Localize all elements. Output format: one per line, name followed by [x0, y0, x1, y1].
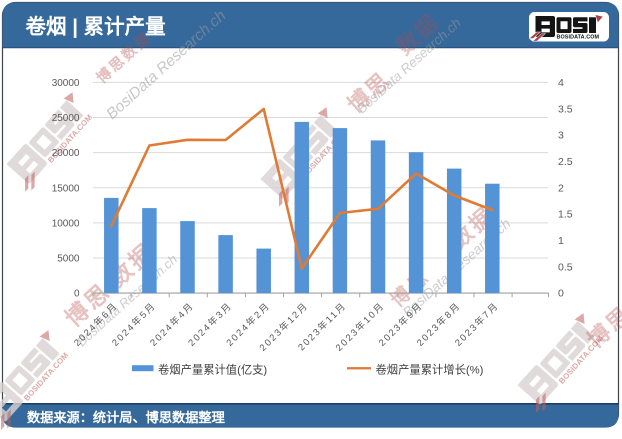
svg-text:0.5: 0.5	[558, 261, 573, 273]
svg-text:3.5: 3.5	[558, 103, 573, 115]
svg-text:卷烟产量累计增长(%): 卷烟产量累计增长(%)	[376, 363, 484, 377]
svg-text:5000: 5000	[57, 254, 80, 265]
svg-text:15000: 15000	[52, 183, 80, 194]
svg-text:卷烟产量累计值(亿支): 卷烟产量累计值(亿支)	[158, 363, 267, 377]
svg-text:2.5: 2.5	[558, 156, 573, 168]
svg-text:4: 4	[558, 77, 564, 89]
svg-text:1: 1	[558, 235, 564, 247]
svg-text:10000: 10000	[52, 218, 80, 229]
svg-text:30000: 30000	[52, 78, 80, 89]
svg-text:25000: 25000	[52, 113, 80, 124]
svg-text:卷烟 | 累计产量: 卷烟 | 累计产量	[26, 15, 166, 39]
svg-text:0: 0	[74, 289, 80, 300]
svg-text:20000: 20000	[52, 148, 80, 159]
svg-text:数据来源：统计局、博思数据整理: 数据来源：统计局、博思数据整理	[27, 409, 225, 425]
svg-text:2: 2	[558, 182, 564, 194]
svg-text:3: 3	[558, 130, 564, 142]
svg-text:1.5: 1.5	[558, 209, 573, 221]
svg-text:0: 0	[558, 288, 564, 300]
